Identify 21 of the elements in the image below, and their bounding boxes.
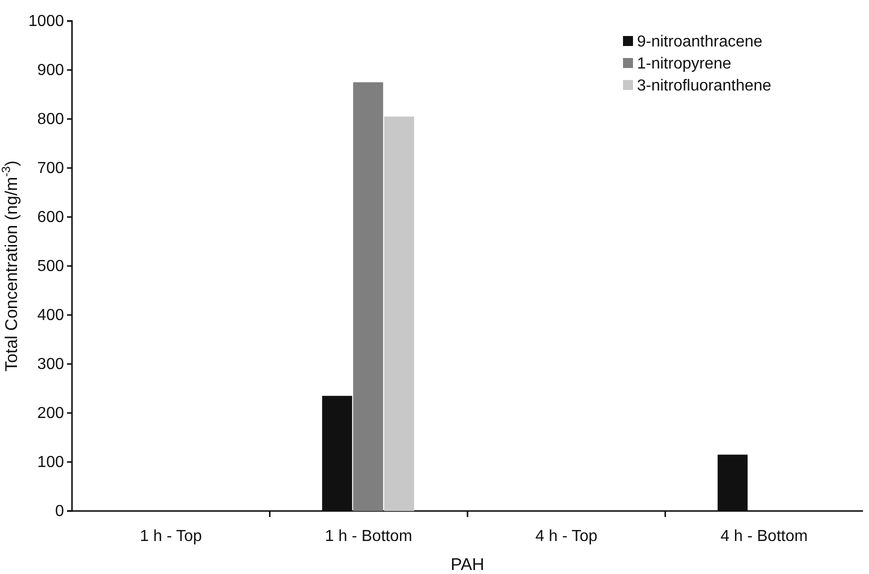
y-tick-label: 400 xyxy=(37,307,64,324)
x-axis-title: PAH xyxy=(450,555,484,574)
y-tick-label: 700 xyxy=(37,160,64,178)
y-tick-label: 200 xyxy=(37,405,64,422)
bar xyxy=(353,82,384,511)
y-tick-label: 900 xyxy=(37,62,64,80)
y-tick-label: 100 xyxy=(37,454,64,472)
y-tick-label: 600 xyxy=(37,209,64,226)
legend-label: 3-nitrofluoranthene xyxy=(637,78,772,95)
y-tick-label: 500 xyxy=(37,258,64,276)
legend-label: 9-nitroanthracene xyxy=(637,34,763,51)
x-tick-label: 4 h - Bottom xyxy=(720,528,808,545)
x-tick-label: 1 h - Bottom xyxy=(325,528,412,545)
x-tick-label: 1 h - Top xyxy=(140,528,202,545)
y-tick-label: 300 xyxy=(37,356,64,374)
y-tick-label: 0 xyxy=(55,503,64,520)
x-tick-label: 4 h - Top xyxy=(535,528,598,545)
y-tick-label: 1000 xyxy=(28,13,64,30)
legend-label: 1-nitropyrene xyxy=(637,56,732,73)
y-tick-label: 800 xyxy=(37,111,64,128)
bar xyxy=(384,116,414,511)
